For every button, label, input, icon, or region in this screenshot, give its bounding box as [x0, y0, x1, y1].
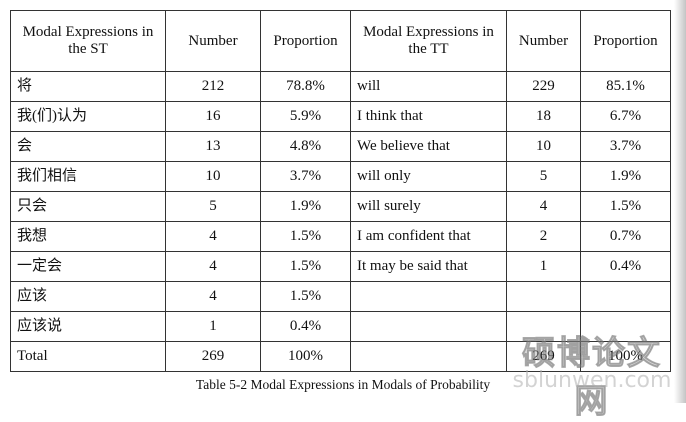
- tt-number-cell: 18: [506, 101, 581, 132]
- st-number-cell: 4: [165, 251, 261, 282]
- st-expression-cell: 一定会: [10, 251, 166, 282]
- tt-proportion-cell: 6.7%: [580, 101, 671, 132]
- st-proportion-cell: 1.5%: [260, 251, 351, 282]
- st-expression-cell: 我想: [10, 221, 166, 252]
- tt-total-number-cell: 269: [506, 341, 581, 372]
- st-expression-cell: 我(们)认为: [10, 101, 166, 132]
- st-expression-cell: 会: [10, 131, 166, 162]
- st-expression-cell: 将: [10, 71, 166, 102]
- tt-number-cell: [506, 281, 581, 312]
- tt-number-cell: 5: [506, 161, 581, 192]
- header-st-number: Number: [165, 10, 261, 72]
- tt-proportion-cell: 1.5%: [580, 191, 671, 222]
- header-row: Modal Expressions in the ST Number Propo…: [10, 10, 671, 72]
- tt-expression-cell: It may be said that: [350, 251, 507, 282]
- tt-proportion-cell: [580, 281, 671, 312]
- st-expression-cell: 应该说: [10, 311, 166, 342]
- st-total-number-cell: 269: [165, 341, 261, 372]
- total-label-cell: Total: [10, 341, 166, 372]
- table-row: 我想 4 1.5% I am confident that 2 0.7%: [10, 221, 671, 252]
- header-tt-proportion: Proportion: [580, 10, 671, 72]
- tt-number-cell: 10: [506, 131, 581, 162]
- st-proportion-cell: 1.5%: [260, 281, 351, 312]
- table-row: 应该说 1 0.4%: [10, 311, 671, 342]
- tt-number-cell: [506, 311, 581, 342]
- st-expression-cell: 我们相信: [10, 161, 166, 192]
- tt-proportion-cell: 0.7%: [580, 221, 671, 252]
- table-row: 将 212 78.8% will 229 85.1%: [10, 71, 671, 102]
- tt-proportion-cell: 3.7%: [580, 131, 671, 162]
- st-number-cell: 1: [165, 311, 261, 342]
- st-total-proportion-cell: 100%: [260, 341, 351, 372]
- total-row: Total 269 100% 269 100%: [10, 341, 671, 372]
- tt-proportion-cell: 85.1%: [580, 71, 671, 102]
- tt-expression-cell: [350, 281, 507, 312]
- st-expression-cell: 应该: [10, 281, 166, 312]
- st-proportion-cell: 4.8%: [260, 131, 351, 162]
- st-proportion-cell: 3.7%: [260, 161, 351, 192]
- st-proportion-cell: 1.9%: [260, 191, 351, 222]
- tt-expression-cell: I am confident that: [350, 221, 507, 252]
- st-number-cell: 5: [165, 191, 261, 222]
- tt-number-cell: 2: [506, 221, 581, 252]
- table-row: 只会 5 1.9% will surely 4 1.5%: [10, 191, 671, 222]
- tt-proportion-cell: 1.9%: [580, 161, 671, 192]
- tt-expression-cell: will: [350, 71, 507, 102]
- tt-expression-cell: I think that: [350, 101, 507, 132]
- st-proportion-cell: 1.5%: [260, 221, 351, 252]
- st-proportion-cell: 78.8%: [260, 71, 351, 102]
- header-st-proportion: Proportion: [260, 10, 351, 72]
- tt-expression-cell: will only: [350, 161, 507, 192]
- st-number-cell: 16: [165, 101, 261, 132]
- modal-expressions-table: Modal Expressions in the ST Number Propo…: [10, 10, 671, 372]
- tt-proportion-cell: 0.4%: [580, 251, 671, 282]
- tt-proportion-cell: [580, 311, 671, 342]
- tt-number-cell: 4: [506, 191, 581, 222]
- table-caption: Table 5-2 Modal Expressions in Modals of…: [195, 377, 491, 392]
- st-number-cell: 4: [165, 221, 261, 252]
- page-edge-shadow: [674, 0, 686, 403]
- st-number-cell: 10: [165, 161, 261, 192]
- tt-expression-cell: We believe that: [350, 131, 507, 162]
- header-tt-expressions: Modal Expressions in the TT: [350, 10, 507, 72]
- tt-number-cell: 1: [506, 251, 581, 282]
- st-number-cell: 4: [165, 281, 261, 312]
- tt-expression-cell: [350, 311, 507, 342]
- tt-expression-cell: will surely: [350, 191, 507, 222]
- st-proportion-cell: 5.9%: [260, 101, 351, 132]
- tt-total-expression-cell: [350, 341, 507, 372]
- table-row: 一定会 4 1.5% It may be said that 1 0.4%: [10, 251, 671, 282]
- header-tt-number: Number: [506, 10, 581, 72]
- st-number-cell: 212: [165, 71, 261, 102]
- table-row: 我们相信 10 3.7% will only 5 1.9%: [10, 161, 671, 192]
- header-st-expressions: Modal Expressions in the ST: [10, 10, 166, 72]
- st-expression-cell: 只会: [10, 191, 166, 222]
- table-row: 应该 4 1.5%: [10, 281, 671, 312]
- st-number-cell: 13: [165, 131, 261, 162]
- tt-total-proportion-cell: 100%: [580, 341, 671, 372]
- table-row: 我(们)认为 16 5.9% I think that 18 6.7%: [10, 101, 671, 132]
- st-proportion-cell: 0.4%: [260, 311, 351, 342]
- table-row: 会 13 4.8% We believe that 10 3.7%: [10, 131, 671, 162]
- tt-number-cell: 229: [506, 71, 581, 102]
